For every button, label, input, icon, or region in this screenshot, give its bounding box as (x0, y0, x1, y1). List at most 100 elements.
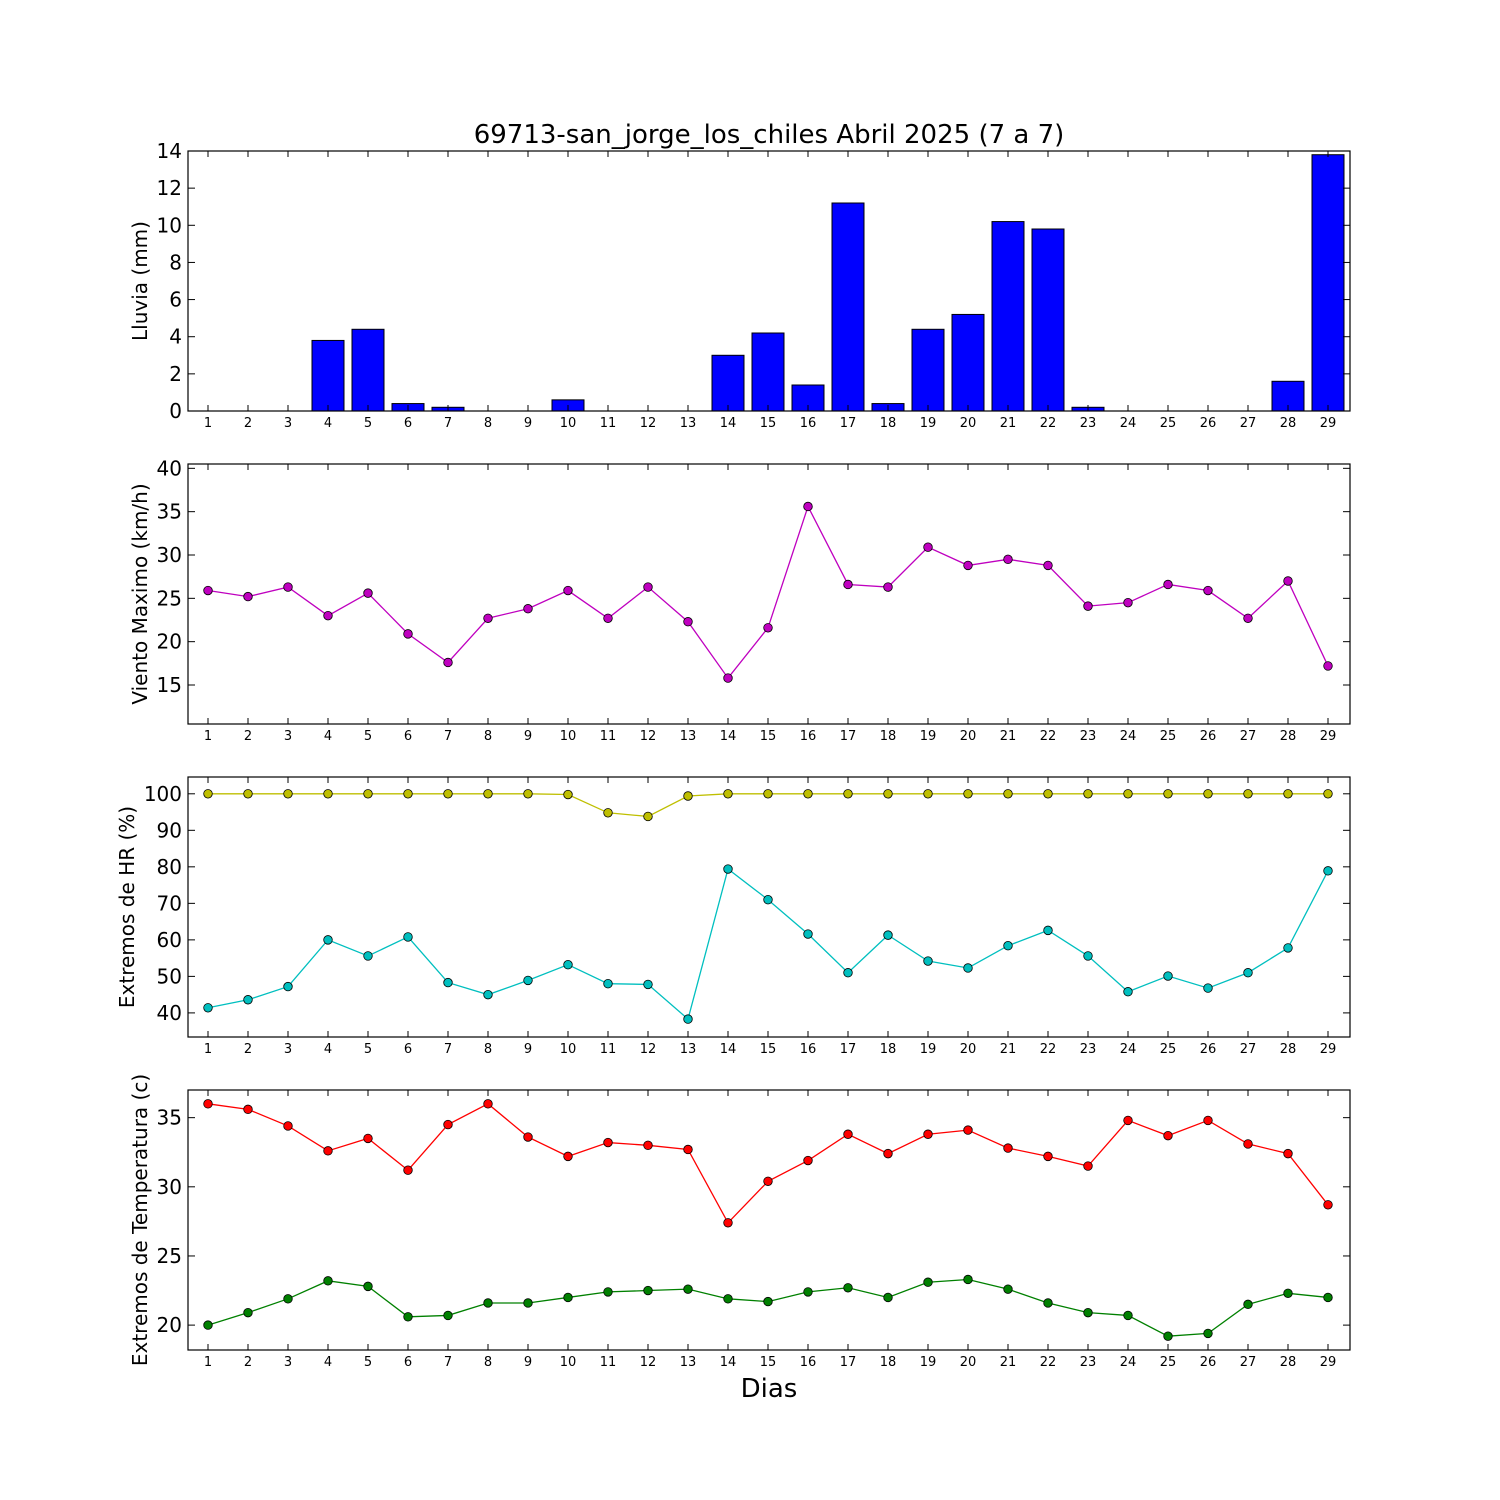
wind-x-tick-label: 11 (600, 729, 617, 744)
temperature-series-2-point (1203, 1328, 1213, 1339)
rain-x-tick-label: 27 (1240, 416, 1257, 431)
wind-series-1-point (403, 629, 413, 639)
humidity-series-2-point (803, 929, 813, 939)
rain-x-tick-label: 16 (800, 416, 817, 431)
humidity-series-2-point (1323, 866, 1333, 876)
wind-series-1-point (363, 588, 373, 598)
panels: 1 2 3 4 5 6 7 8 9 10 11 12 13 14 15 16 17 18 19 20 21 22 23 24 2… (115, 139, 1351, 1370)
humidity-x-tick-label: 8 (484, 1042, 492, 1057)
rain-x-tick-label: 25 (1160, 416, 1177, 431)
wind-y-tick-label: 40 (157, 456, 182, 480)
temperature-series-2-point (283, 1294, 293, 1304)
humidity-y-tick-label: 100 (144, 782, 182, 806)
temperature-series-1-point (643, 1140, 653, 1151)
wind-series-1-point (683, 617, 693, 627)
wind-x-tick-label: 2 (244, 729, 252, 744)
wind-series-1-point (843, 579, 853, 590)
temperature-panel: 1 2 3 4 5 6 7 8 9 10 11 12 13 14 15 16 17 18 19 20 21 22 23 24 2… (128, 1074, 1351, 1370)
wind-x-tick-label: 22 (1040, 729, 1057, 744)
rain-x-tick-label: 9 (524, 416, 532, 431)
humidity-x-tick-label: 13 (680, 1042, 697, 1057)
humidity-series-2-point (443, 977, 453, 988)
humidity-y-axis-label: Extremos de HR (%) (115, 806, 139, 1008)
temperature-series-2-point (643, 1285, 653, 1296)
wind-series-1-point (883, 582, 893, 592)
wind-x-tick-label: 28 (1280, 729, 1297, 744)
wind-x-tick-label: 18 (880, 729, 897, 744)
humidity-series-1-point (1323, 789, 1333, 799)
rain-bar (351, 328, 385, 412)
temperature-y-axis-label: Extremos de Temperatura (c) (128, 1074, 152, 1366)
temperature-series-1-point (683, 1144, 693, 1155)
temperature-y-tick-label: 20 (157, 1313, 182, 1337)
wind-x-tick-label: 19 (920, 729, 937, 744)
humidity-series-1-point (283, 789, 293, 799)
temperature-x-tick-label: 7 (444, 1355, 452, 1370)
humidity-x-tick-label: 21 (1000, 1042, 1017, 1057)
humidity-series-1-point (403, 789, 413, 799)
rain-y-tick-label: 14 (157, 139, 182, 163)
temperature-series-1-point (1323, 1200, 1333, 1210)
temperature-series-1-point (963, 1125, 973, 1135)
temperature-x-tick-label: 20 (960, 1355, 977, 1370)
temperature-series-2-point (1043, 1298, 1053, 1308)
wind-series-1-point (1243, 613, 1253, 623)
wind-x-tick-label: 20 (960, 729, 977, 744)
wind-x-tick-label: 10 (560, 729, 577, 744)
humidity-axes-frame (187, 776, 1351, 1038)
rain-x-tick-label: 19 (920, 416, 937, 431)
humidity-series-2-point (523, 975, 533, 986)
temperature-x-tick-label: 16 (800, 1355, 817, 1370)
temperature-x-tick-label: 4 (324, 1355, 332, 1370)
wind-series-1-point (1203, 585, 1213, 596)
wind-y-tick-label: 35 (157, 500, 182, 524)
humidity-series-1-point (643, 811, 653, 822)
temperature-series-1-point (1203, 1115, 1213, 1126)
wind-y-tick-label: 15 (157, 673, 182, 697)
humidity-series-1-point (1123, 789, 1133, 799)
temperature-x-tick-label: 24 (1120, 1355, 1137, 1370)
wind-series-1-point (803, 501, 813, 512)
temperature-x-tick-label: 19 (920, 1355, 937, 1370)
temperature-series-1-point (803, 1155, 813, 1166)
humidity-series-2-point (603, 978, 613, 989)
humidity-x-tick-label: 24 (1120, 1042, 1137, 1057)
rain-y-tick-label: 12 (157, 176, 182, 200)
wind-series-1-point (243, 591, 253, 602)
rain-y-axis-label: Lluvia (mm) (128, 221, 152, 341)
humidity-y-tick-label: 50 (157, 964, 182, 988)
wind-series-1-point (483, 613, 493, 623)
temperature-x-tick-label: 1 (204, 1355, 212, 1370)
humidity-y-tick-label: 40 (157, 1001, 182, 1025)
temperature-series-2-point (1283, 1288, 1293, 1299)
humidity-series-1-point (843, 789, 853, 799)
humidity-x-tick-label: 1 (204, 1042, 212, 1057)
rain-bar (951, 313, 985, 412)
rain-bar (831, 202, 865, 412)
rain-y-tick-label: 10 (157, 213, 182, 237)
temperature-series-1-point (1003, 1143, 1013, 1153)
wind-series-1-point (523, 604, 533, 614)
rain-x-tick-label: 20 (960, 416, 977, 431)
temperature-series-2-point (563, 1292, 573, 1303)
temperature-series-2-point (803, 1287, 813, 1297)
temperature-series-2-point (1003, 1284, 1013, 1294)
wind-x-tick-label: 29 (1320, 729, 1337, 744)
temperature-series-1-point (1243, 1139, 1253, 1149)
temperature-series-2-point (683, 1284, 693, 1294)
humidity-series-2-point (283, 981, 293, 992)
humidity-x-tick-label: 2 (244, 1042, 252, 1057)
humidity-x-tick-label: 22 (1040, 1042, 1057, 1057)
wind-series-1-point (723, 673, 733, 683)
humidity-series-1-point (363, 789, 373, 799)
temperature-series-2-point (1323, 1292, 1333, 1303)
wind-series-1-point (203, 585, 213, 596)
temperature-series-2-point (883, 1292, 893, 1303)
temperature-x-tick-label: 6 (404, 1355, 412, 1370)
temperature-series-2-point (963, 1274, 973, 1285)
wind-x-tick-label: 8 (484, 729, 492, 744)
temperature-series-1-point (403, 1165, 413, 1175)
temperature-series-1-point (723, 1218, 733, 1228)
temperature-series-1-point (1083, 1161, 1093, 1171)
